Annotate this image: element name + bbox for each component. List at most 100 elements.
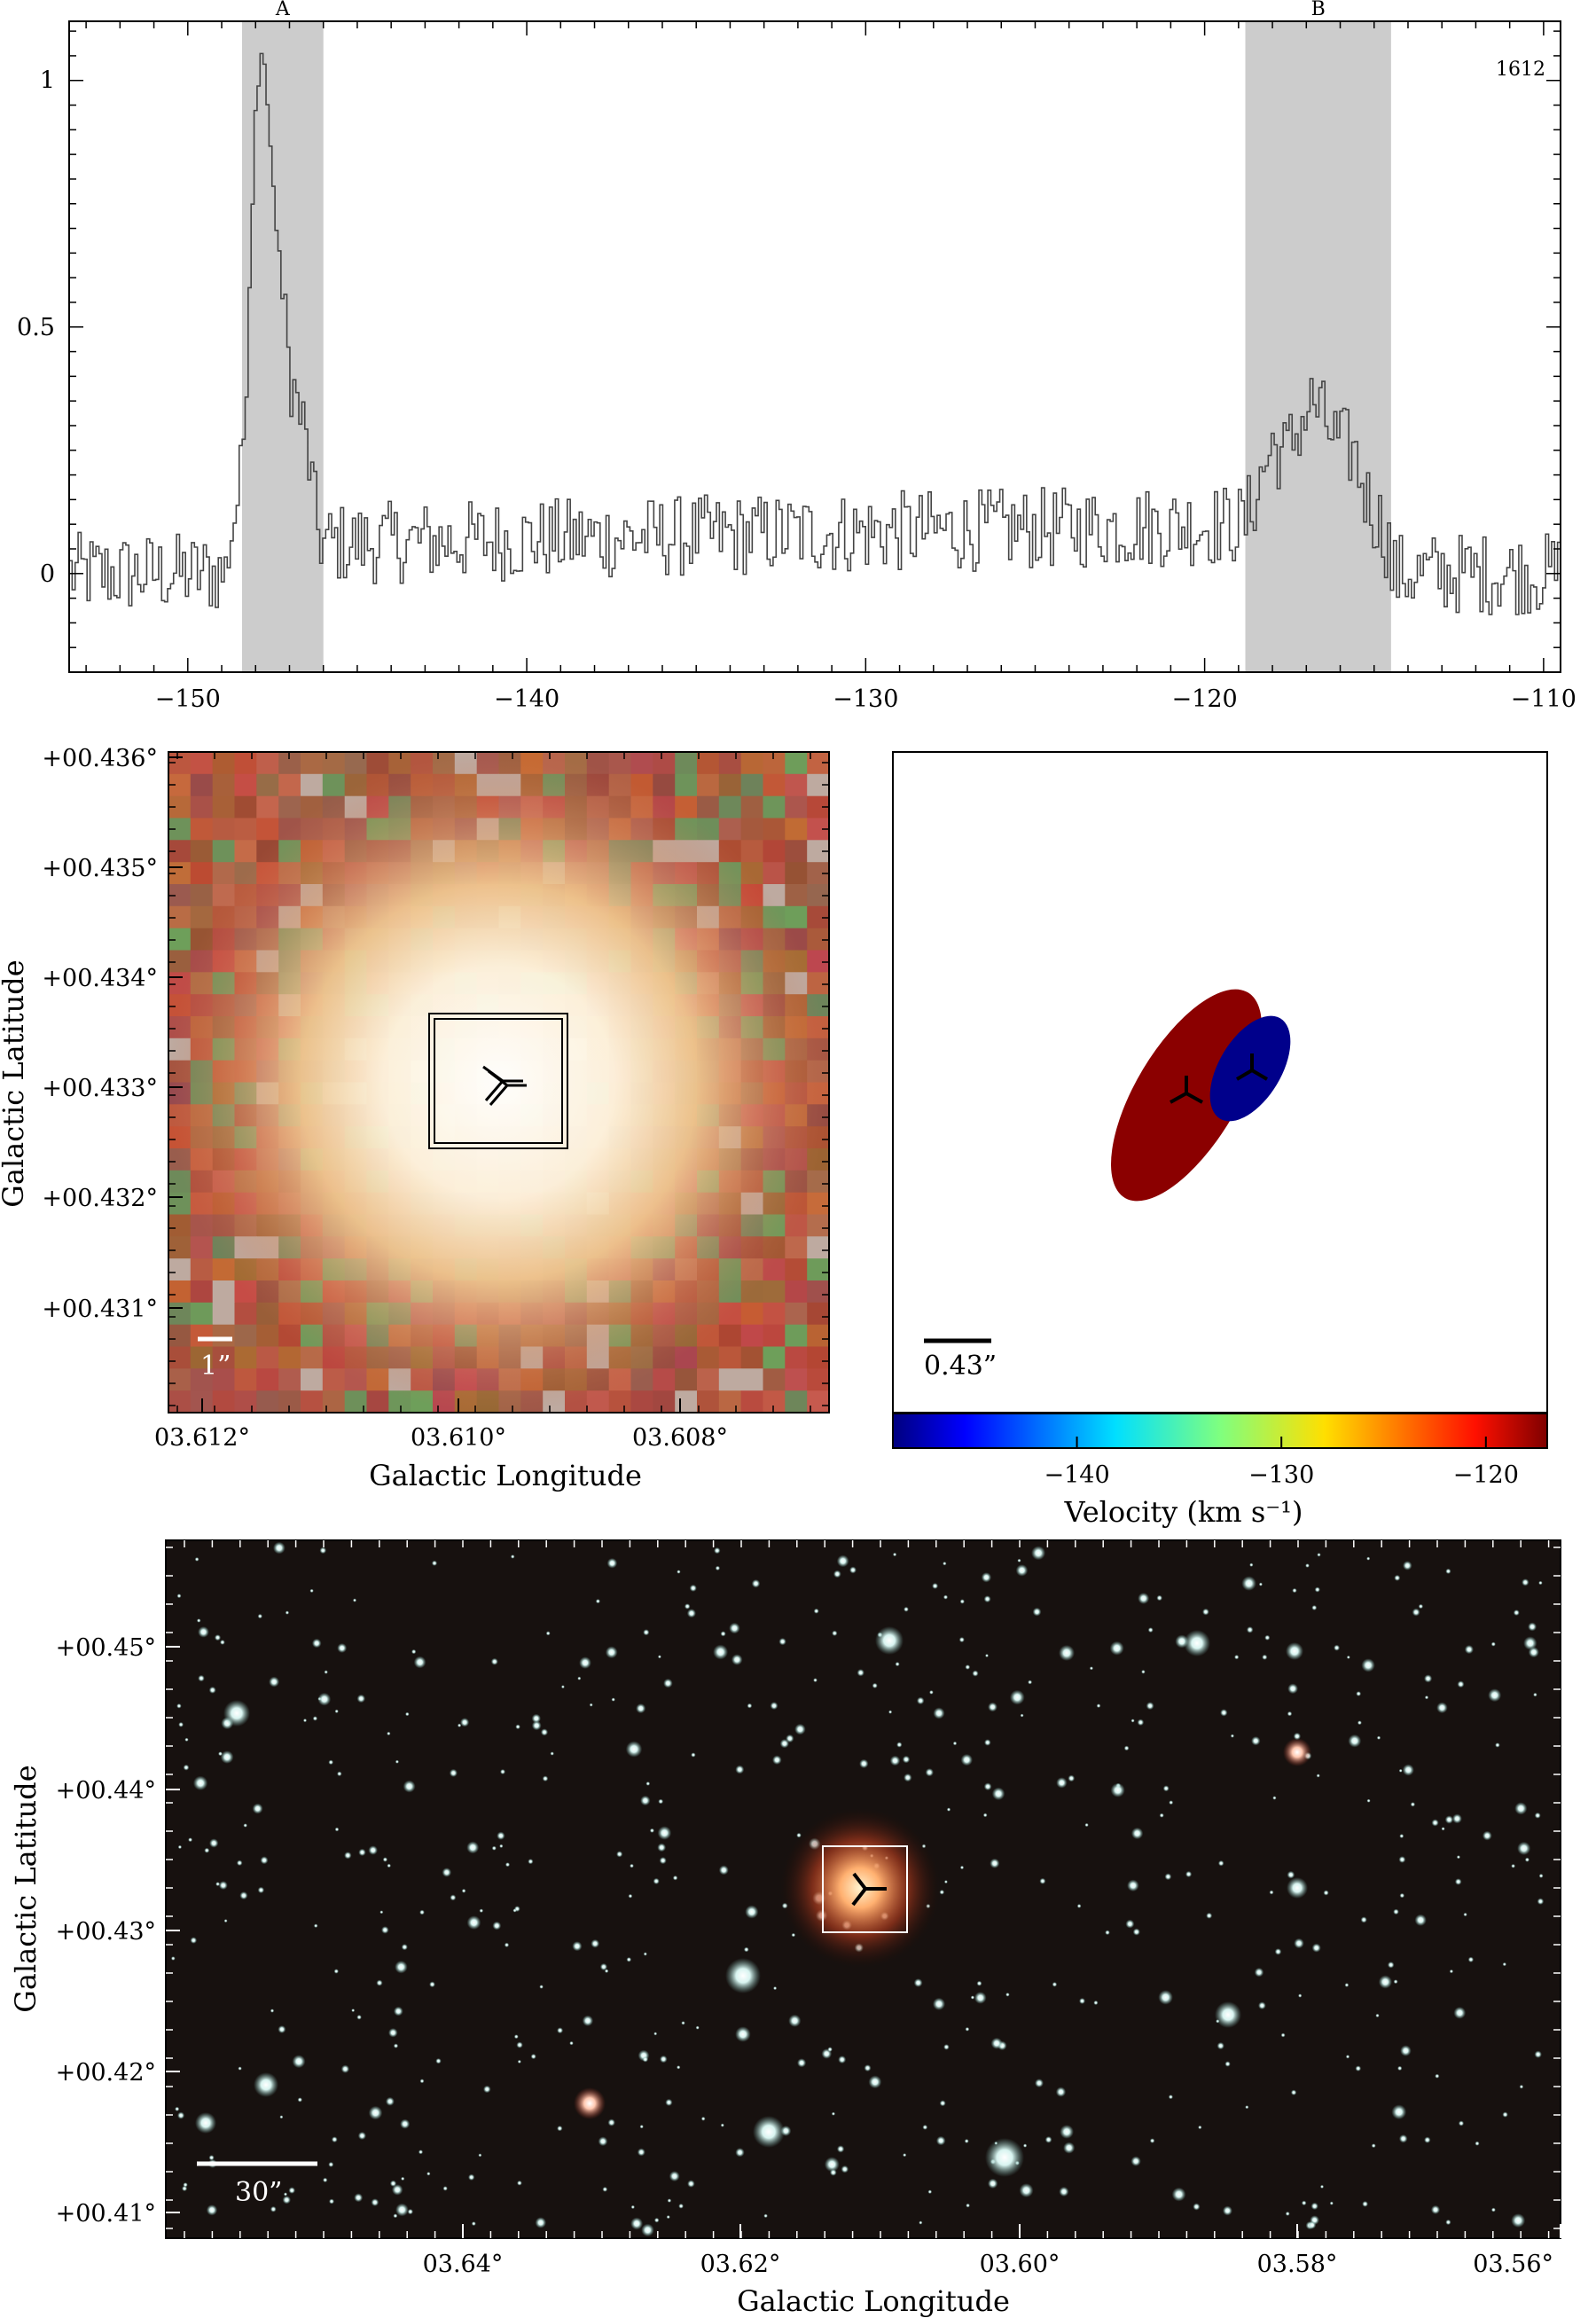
star	[684, 1603, 691, 1609]
star	[1020, 1713, 1024, 1718]
star	[466, 1915, 481, 1930]
star	[1068, 1774, 1076, 1782]
star	[403, 1780, 416, 1793]
star	[1348, 1734, 1362, 1748]
star	[849, 1566, 857, 1574]
wide-axes: 03.64° 03.62° 03.60° 03.58° 03.56° +00.45° +00…	[56, 1540, 1561, 2278]
star	[1202, 1608, 1209, 1616]
star	[1127, 1879, 1139, 1892]
star	[965, 2026, 970, 2032]
star	[1519, 2084, 1524, 2089]
star	[1435, 2073, 1440, 2079]
star	[677, 2065, 681, 2070]
star	[1105, 1930, 1110, 1936]
star	[916, 1696, 925, 1705]
star	[1424, 2136, 1431, 2143]
wide-y-tick-label: +00.43°	[56, 1918, 156, 1946]
star	[176, 1703, 182, 1709]
star	[990, 2037, 1003, 2049]
star	[260, 1856, 269, 1865]
x-tick-label: −130	[833, 685, 898, 713]
star	[1375, 2013, 1380, 2018]
star	[382, 1857, 388, 1862]
wide-x-tick-label: 03.62°	[700, 2251, 781, 2278]
star	[1400, 2045, 1412, 2056]
star	[1490, 1641, 1496, 1647]
star	[1398, 1856, 1406, 1863]
star	[1534, 1812, 1541, 1819]
star	[836, 1554, 849, 1568]
star	[1251, 1736, 1261, 1746]
star	[1130, 1719, 1135, 1723]
star	[1436, 1702, 1448, 1714]
wide-ylabel: Galactic Latitude	[9, 1765, 43, 2012]
star	[663, 1678, 673, 1688]
star	[236, 1860, 243, 1867]
star	[1412, 1608, 1420, 1617]
star	[1378, 1975, 1392, 1989]
star	[1109, 1641, 1124, 1656]
star	[637, 2148, 645, 2157]
star	[309, 1588, 314, 1594]
star	[333, 1969, 339, 1974]
wide-y-tick-label: +00.42°	[56, 2059, 156, 2087]
zoom-y-tick-label: +00.432°	[42, 1185, 158, 1212]
star	[1502, 1962, 1507, 1967]
spectrum-label: 1612	[1496, 59, 1545, 81]
zoom-source-glow	[168, 752, 829, 1413]
star	[589, 1703, 593, 1707]
star	[628, 1893, 633, 1899]
star	[1217, 1860, 1224, 1867]
star	[630, 1863, 634, 1868]
star	[1017, 1558, 1021, 1562]
star	[1169, 1800, 1174, 1805]
star	[1063, 2142, 1076, 2154]
star	[550, 1751, 554, 1756]
star	[1035, 2079, 1044, 2088]
spectrum-frame	[68, 20, 1561, 673]
star	[183, 2182, 188, 2188]
star	[312, 1716, 318, 1721]
star	[1314, 1586, 1320, 1593]
star	[735, 1765, 745, 1774]
star	[334, 1827, 340, 1832]
star	[176, 1594, 182, 1599]
y-tick-label: 1	[40, 67, 55, 95]
star	[773, 1986, 778, 1991]
star	[1311, 1943, 1321, 1953]
star	[1495, 1742, 1500, 1748]
star	[616, 1851, 623, 1858]
velocity-colorbar	[892, 1413, 1548, 1449]
star	[395, 1960, 408, 1974]
star	[278, 2025, 286, 2033]
star	[194, 1557, 200, 1562]
star	[1366, 1798, 1371, 1803]
star	[1206, 1912, 1213, 1919]
star	[731, 1654, 743, 1665]
star	[1262, 1654, 1268, 1660]
zoom-x-tick-label: 03.612°	[154, 1424, 250, 1452]
star	[208, 2155, 215, 2161]
star	[667, 2198, 672, 2203]
star	[478, 2153, 482, 2157]
star	[857, 1669, 864, 1677]
star	[1517, 1841, 1531, 1855]
star	[220, 1640, 225, 1645]
zoom-frame	[168, 751, 830, 1414]
star	[1451, 1813, 1462, 1824]
star	[958, 1637, 965, 1643]
star	[188, 1837, 193, 1843]
star	[841, 2165, 849, 2173]
bright-star	[223, 1700, 250, 1727]
star	[500, 1769, 505, 1774]
zoom-axes: 03.612° 03.610° 03.608° +00.436° +00.435° +00…	[42, 745, 829, 1452]
red-star	[574, 2087, 606, 2119]
star	[214, 1634, 222, 1641]
bright-star	[1184, 1630, 1210, 1656]
star	[943, 2044, 950, 2050]
star	[976, 1980, 982, 1986]
zoom-y-tick-label: +00.435°	[42, 855, 158, 882]
star	[257, 1613, 262, 1619]
star	[988, 1702, 998, 1712]
star	[1028, 1680, 1033, 1685]
